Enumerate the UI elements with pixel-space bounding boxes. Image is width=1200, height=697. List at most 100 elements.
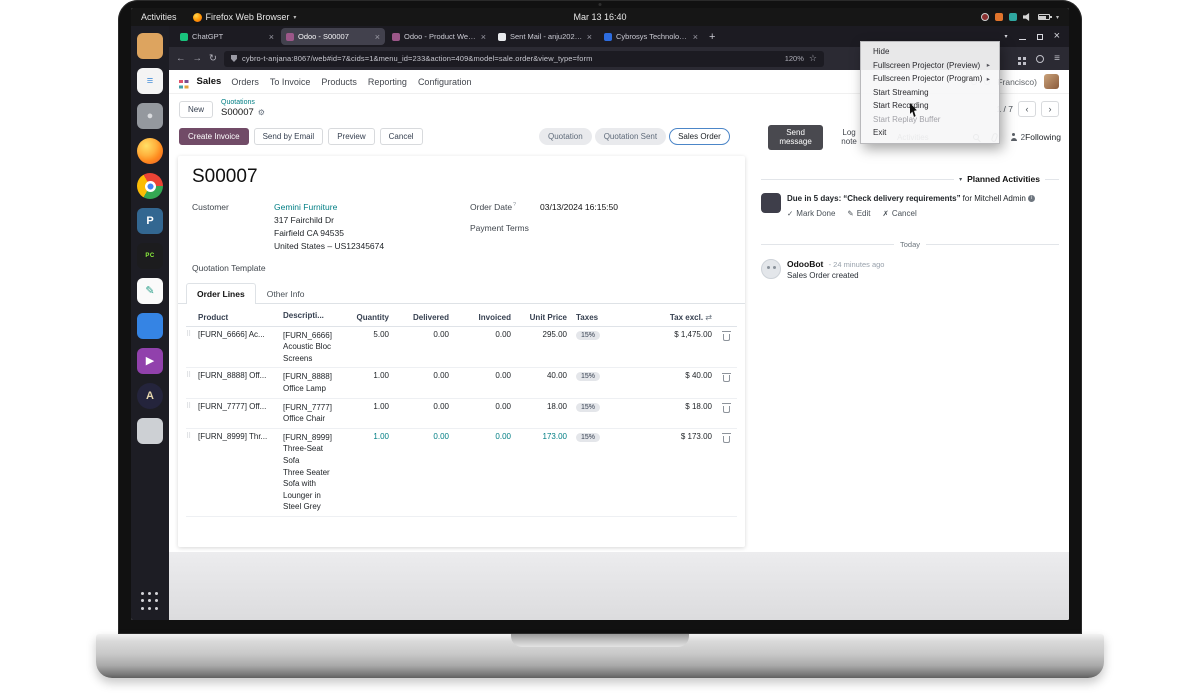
order-line-row[interactable]: ⠿ [FURN_6666] Ac... [FURN_6666] Acoustic B… <box>186 327 737 369</box>
system-tray[interactable]: ▾ <box>980 13 1059 22</box>
menu-reporting[interactable]: Reporting <box>367 76 407 87</box>
browser-tab[interactable]: Odoo - Product Web Hou× <box>387 28 491 45</box>
browser-tab[interactable]: Cybrosys Technologies P× <box>599 28 703 45</box>
company-name[interactable]: Francisco) <box>997 76 1037 87</box>
zoom-level[interactable]: 120% <box>784 54 804 63</box>
help-icon[interactable]: ? <box>513 202 517 209</box>
col-tax-excl[interactable]: Tax excl. ⇄ <box>669 312 712 322</box>
order-line-row[interactable]: ⠿ [FURN_7777] Off... [FURN_7777] Office Ch… <box>186 399 737 429</box>
col-unit-price[interactable]: Unit Price <box>529 312 567 322</box>
address-field[interactable]: cybro-t-anjana:8067/web#id=7&cids=1&menu… <box>223 50 824 67</box>
message-author[interactable]: OdooBot <box>787 259 824 269</box>
user-avatar[interactable] <box>1044 74 1059 89</box>
tax-badge[interactable]: 15% <box>576 330 601 340</box>
tab-order-lines[interactable]: Order Lines <box>186 283 256 304</box>
record-title[interactable]: S00007 <box>192 166 258 187</box>
cancel-activity-button[interactable]: ✗ Cancel <box>882 209 917 218</box>
tax-badge[interactable]: 15% <box>576 402 601 412</box>
videos-icon[interactable]: ▶ <box>137 348 163 374</box>
menu-icon[interactable]: ≡ <box>1054 53 1060 64</box>
log-note-button[interactable]: Log note <box>831 125 867 149</box>
send-by-email-button[interactable]: Send by Email <box>253 128 324 145</box>
info-icon[interactable] <box>1027 195 1035 202</box>
tab-close-icon[interactable]: × <box>268 31 274 42</box>
browser-tab[interactable]: ChatGPT × <box>175 28 279 45</box>
menu-item-fullscreen-projector-program[interactable]: Fullscreen Projector (Program) ▸ <box>861 72 999 86</box>
delete-line-button[interactable] <box>715 330 737 341</box>
status-quotation[interactable]: Quotation <box>539 128 592 145</box>
new-button[interactable]: New <box>179 100 214 118</box>
maximize-button[interactable] <box>1036 33 1043 40</box>
status-quotation-sent[interactable]: Quotation Sent <box>594 128 667 145</box>
col-product[interactable]: Product <box>198 312 229 322</box>
app-grid-button[interactable] <box>140 592 160 611</box>
pager-prev-button[interactable]: ‹ <box>1018 101 1036 117</box>
shield-icon[interactable] <box>230 55 237 62</box>
delete-line-button[interactable] <box>715 371 737 383</box>
mark-done-button[interactable]: ✓ Mark Done <box>787 209 836 218</box>
breadcrumb-parent[interactable]: Quotations <box>221 98 255 106</box>
activities-hot-corner[interactable]: Activities <box>141 12 177 22</box>
edit-activity-button[interactable]: ✎ Edit <box>847 209 871 218</box>
optional-columns-icon[interactable]: ⇄ <box>703 312 712 322</box>
close-button[interactable]: × <box>1053 30 1060 42</box>
menu-item-start-streaming[interactable]: Start Streaming <box>861 86 999 100</box>
drag-handle-icon[interactable]: ⠿ <box>186 432 192 440</box>
back-icon[interactable]: ← <box>176 53 186 64</box>
menu-item-fullscreen-projector-preview[interactable]: Fullscreen Projector (Preview) ▸ <box>861 59 999 73</box>
blue-app-icon[interactable] <box>137 313 163 339</box>
tax-badge[interactable]: 15% <box>576 432 601 442</box>
browser-tab[interactable]: Odoo - S00007 × <box>281 28 385 45</box>
chrome-icon[interactable] <box>137 173 163 199</box>
delete-line-button[interactable] <box>715 402 737 413</box>
menu-item-start-replay-buffer[interactable]: Start Replay Buffer <box>861 113 999 127</box>
send-message-button[interactable]: Send message <box>768 124 824 150</box>
planned-activities-header[interactable]: ▾ Planned Activities <box>761 174 1059 184</box>
tab-close-icon[interactable]: × <box>480 31 486 42</box>
menu-item-exit[interactable]: Exit <box>861 126 999 140</box>
audacity-icon[interactable]: A <box>137 383 163 409</box>
reload-icon[interactable]: ↻ <box>209 53 217 64</box>
menu-item-start-recording[interactable]: Start Recording <box>861 99 999 113</box>
forward-icon[interactable]: → <box>192 53 203 64</box>
menu-item-hide[interactable]: Hide <box>861 45 999 59</box>
col-taxes[interactable]: Taxes <box>576 312 599 322</box>
account-icon[interactable] <box>1036 54 1045 63</box>
new-tab-button[interactable]: + <box>709 30 716 43</box>
status-sales-order[interactable]: Sales Order <box>669 128 730 145</box>
pager-next-button[interactable]: › <box>1041 101 1059 117</box>
screen-record-tray-icon[interactable] <box>980 13 989 21</box>
gray-app-icon[interactable] <box>137 418 163 444</box>
menu-orders[interactable]: Orders <box>231 76 259 87</box>
tab-close-icon[interactable]: × <box>586 31 592 42</box>
pycharm-icon[interactable]: PC <box>137 243 163 269</box>
preview-button[interactable]: Preview <box>328 128 375 145</box>
drag-handle-icon[interactable]: ⠿ <box>186 402 192 410</box>
col-delivered[interactable]: Delivered <box>412 312 449 322</box>
list-tabs-icon[interactable]: ▾ <box>1004 34 1008 40</box>
delete-line-button[interactable] <box>715 432 737 443</box>
drag-handle-icon[interactable]: ⠿ <box>186 330 192 338</box>
settings-gear-icon[interactable]: ⚙ <box>257 108 265 118</box>
firefox-icon[interactable] <box>137 138 163 164</box>
order-line-row[interactable]: ⠿ [FURN_8888] Off... [FURN_8888] Office La… <box>186 368 737 399</box>
tax-badge[interactable]: 15% <box>576 372 601 382</box>
text-editor-icon[interactable]: ≡ <box>137 68 163 94</box>
followers-button[interactable]: 2 <box>1010 133 1025 142</box>
menu-to-invoice[interactable]: To Invoice <box>269 76 311 87</box>
clock[interactable]: Mar 13 16:40 <box>573 12 627 22</box>
minimize-button[interactable] <box>1018 38 1026 40</box>
extensions-icon[interactable] <box>1018 57 1022 60</box>
tab-close-icon[interactable]: × <box>692 31 698 42</box>
order-line-row[interactable]: ⠿ [FURN_8999] Thr... [FURN_8999] Three-Sea… <box>186 429 737 517</box>
bookmark-star-icon[interactable]: ☆ <box>808 53 817 63</box>
screenshot-tool-icon[interactable]: ● <box>137 103 163 129</box>
sales-app-icon[interactable] <box>179 79 183 84</box>
activity-assignee[interactable]: for Mitchell Admin <box>962 194 1026 203</box>
postgresql-icon[interactable]: P <box>137 208 163 234</box>
tray-orange-icon[interactable] <box>994 13 1003 21</box>
create-invoice-button[interactable]: Create Invoice <box>179 128 249 145</box>
col-descripti[interactable]: Descripti... <box>283 311 324 320</box>
app-name[interactable]: Sales <box>196 76 222 87</box>
tray-chevron-icon[interactable]: ▾ <box>1055 14 1059 21</box>
